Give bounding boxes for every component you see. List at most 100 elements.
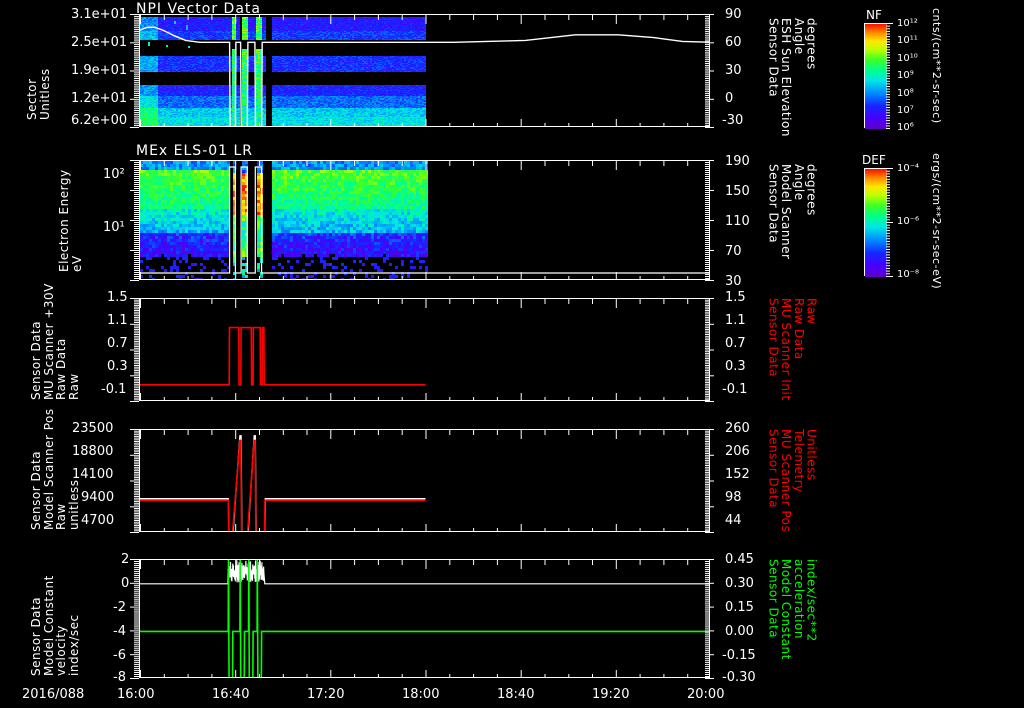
panel-3-axis-ticks [130,298,139,402]
panel-1-left-label-line-0: Sector [25,78,39,120]
panel-1-ytick-1: 2.5e+01 [71,35,128,50]
model-constant-velocity-trace [140,560,709,677]
panel-2-right-label-line-1: Model Scanner [779,164,794,260]
panel-5-frame [139,559,710,678]
panel-5-left-label-line-3: index/sec [66,614,81,676]
panel-2-ytick-0: 10² [103,167,125,182]
panel-5-right-ticks [705,559,714,679]
panel-2-right-label-line-3: degrees [804,164,819,216]
panel-4-right-label-line-3: Unitless [804,429,819,481]
panel-4-ytick-right-0: 260 [725,421,750,436]
panel-2-title: MEx ELS-01 LR [136,143,254,159]
panel-3-ytick-0: 1.5 [107,290,128,305]
panel-1-ytick-right-1: 60 [725,35,742,50]
colorbar-nf-unit-text: cnts/(cm**2-sr-sec) [930,8,943,124]
model-scanner-angle-overlay [140,161,709,279]
panel-4-ytick-0: 23500 [72,421,114,436]
panel-3-left-label: Sensor Data MU Scanner +30V Raw Data Raw [29,283,81,400]
x-axis-tick-label-0: 16:00 [117,687,155,702]
colorbar-nf-label-0: 10¹² [897,18,918,29]
panel-4-ytick-1: 18800 [72,444,114,459]
panel-5-ytick-right-3: 0.00 [725,624,754,639]
panel-2-ytick-right-3: 70 [725,244,742,259]
colorbar-def-unit: ergs/(cm**2-sr-sec-eV) [930,153,943,289]
panel-5-right-label-line-0: Sensor Data [766,559,781,639]
panel-2-ytick-right-0: 190 [725,154,750,169]
panel-1-ytick-right-4: -30 [722,113,744,128]
panel-1-ytick-3: 1.2e+01 [71,91,128,106]
panel-2-right-ticks [705,160,714,281]
panel-4-right-label-line-0: Sensor Data [766,429,781,509]
panel-3-left-label-line-3: Raw [66,373,81,400]
panel-3-right-ticks [705,298,714,402]
panel-1-ytick-0: 3.1e+01 [71,7,128,22]
panel-1-right-label-line-1: ESH Sun Elevation [779,18,794,137]
panel-2-right-label-line-0: Sensor Data [766,164,781,244]
x-axis-tick-label-3: 18:00 [402,687,440,702]
panel-5-right-label-line-3: index/sec**2 [804,559,819,642]
colorbar-nf-label-4: 10⁸ [897,88,914,99]
panel-4-ytick-right-3: 98 [725,490,742,505]
panel-5-left-label-line-2: velocity [54,625,69,676]
panel-1-axis-ticks [130,14,139,128]
panel-5-ytick-right-1: 0.30 [725,576,754,591]
panel-2-frame [139,160,710,280]
panel-4-right-label: Sensor Data MU Scanner Pos Telemetry Uni… [766,429,819,532]
colorbar-def-gradient [865,169,887,277]
colorbar-nf-ticks [886,23,893,129]
panel-3-right-label-line-0: Sensor Data [766,298,781,378]
panel-3-ytick-1: 1.1 [107,313,128,328]
panel-2-left-label-line-0: Electron Energy [57,169,71,272]
panel-5-right-label-line-1: Model Constant [779,559,794,660]
colorbar-def [864,168,887,277]
panel-5-axis-ticks [130,559,139,679]
x-axis-tick-label-5: 19:20 [592,687,630,702]
panel-5-ytick-0: 2 [121,552,130,567]
panel-5-ytick-right-5: -0.30 [722,670,756,685]
panel-1-right-ticks [705,14,714,128]
panel-3-left-label-line-2: Raw Data [54,338,69,400]
x-axis-tick-label-1: 16:40 [212,687,250,702]
panel-5-ytick-1: 0 [121,576,130,591]
panel-3-right-label-line-2: Raw Data [791,298,806,360]
panel-3-frame [139,298,710,401]
panel-3-right-label: Sensor Data MU Scanner Init Raw Data Raw [766,298,819,401]
panel-4-axis-ticks [130,429,139,533]
panel-4-frame [139,429,710,532]
panel-1-frame [139,14,710,127]
panel-1-right-label-line-0: Sensor Data [766,18,781,98]
panel-4-ytick-right-2: 152 [725,467,750,482]
model-scanner-pos-trace [140,430,689,531]
x-axis-date-label: 2016/088 [22,687,85,702]
panel-5-ytick-right-2: 0.15 [725,600,754,615]
panel-5-right-label: Sensor Data Model Constant acceleration … [766,559,819,677]
panel-4-right-ticks [705,429,714,533]
panel-3-ytick-right-3: 0.3 [725,359,746,374]
panel-5-ytick-4: -6 [113,648,126,663]
panel-2-axis-ticks [130,160,139,281]
panel-5-ytick-2: -2 [113,600,126,615]
panel-2-right-label-line-2: Angle [791,164,806,201]
panel-3-ytick-right-4: -0.1 [722,382,748,397]
colorbar-def-unit-text: ergs/(cm**2-sr-sec-eV) [930,153,943,290]
panel-4-ytick-3: 9400 [81,490,115,505]
panel-1-left-label: Sector Unitless [25,24,52,120]
panel-1-left-label-line-1: Unitless [37,68,52,120]
colorbar-nf-label-2: 10¹⁰ [897,53,918,64]
panel-4-ytick-right-1: 206 [725,444,750,459]
panel-2-ytick-right-4: 30 [725,274,742,289]
panel-2-ytick-right-2: 110 [725,214,750,229]
x-axis-tick-label-4: 18:40 [497,687,535,702]
panel-3-ytick-right-2: 0.7 [725,336,746,351]
colorbar-nf-label-6: 10⁶ [897,122,914,133]
panel-5-ytick-3: -4 [113,624,126,639]
colorbar-nf-label-3: 10⁹ [897,70,914,81]
panel-3-right-label-line-1: MU Scanner Init [779,298,794,401]
colorbar-nf-title: NF [866,8,882,22]
panel-1-ytick-right-2: 30 [725,63,742,78]
panel-1-ytick-right-3: 0 [725,91,734,106]
panel-3-right-label-line-3: Raw [804,298,819,325]
panel-3-ytick-2: 0.7 [107,336,128,351]
panel-2-ytick-right-1: 150 [725,184,750,199]
